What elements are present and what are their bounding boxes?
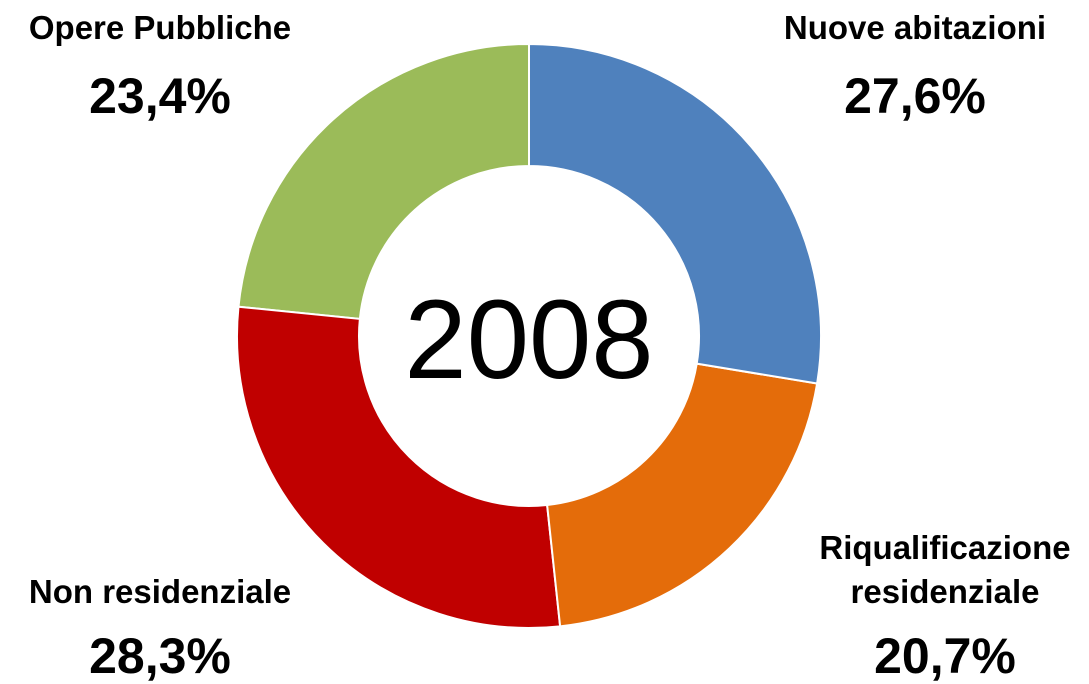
donut-segment	[237, 42, 530, 321]
value-label: 20,7%	[874, 628, 1016, 684]
center-title: 2008	[404, 277, 653, 402]
donut-segment	[546, 362, 819, 628]
category-label: Non residenziale	[28, 573, 292, 610]
value-label: 27,6%	[844, 68, 986, 124]
value-label: 23,4%	[89, 68, 231, 124]
donut-segment	[236, 305, 562, 629]
category-label: Riqualificazione residenziale	[819, 529, 1071, 610]
category-label: Nuove abitazioni	[783, 9, 1047, 46]
donut-segment	[528, 42, 822, 385]
value-label: 28,3%	[89, 628, 231, 684]
category-label: Opere Pubbliche	[28, 9, 292, 46]
